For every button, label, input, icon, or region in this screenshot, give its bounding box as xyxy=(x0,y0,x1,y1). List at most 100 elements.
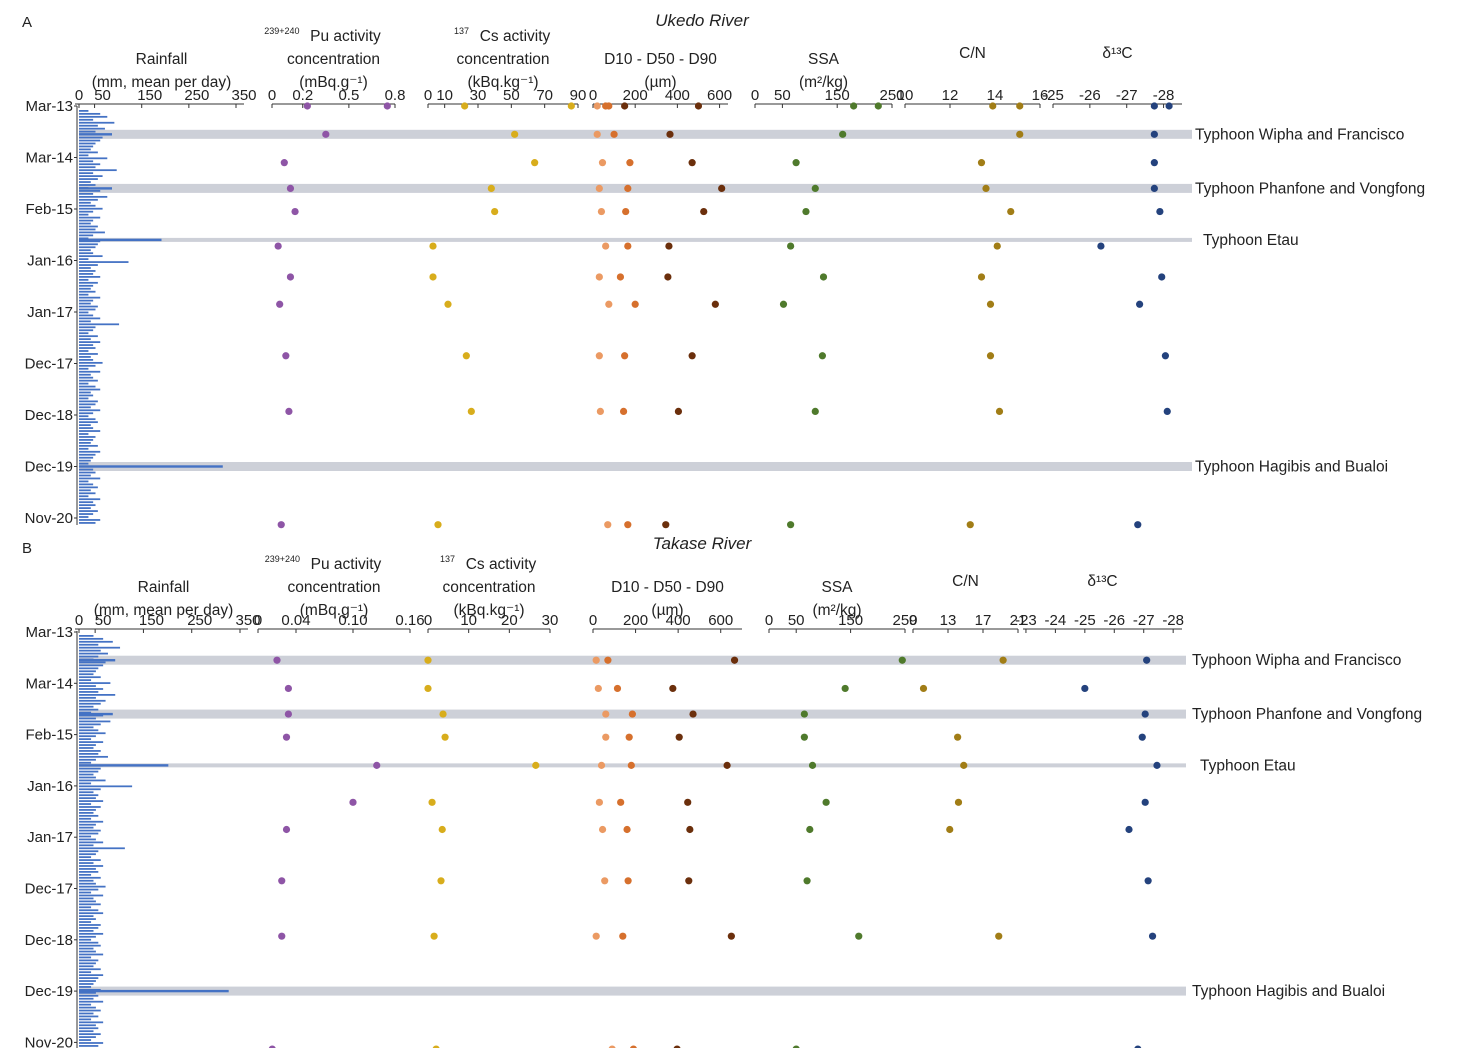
data-point-ssa xyxy=(787,521,795,529)
date-label: Jan-17 xyxy=(27,304,73,321)
rain-bar xyxy=(79,635,94,637)
data-point-pu xyxy=(286,184,295,192)
data-point-cn xyxy=(989,102,997,110)
rain-bar xyxy=(79,489,91,492)
data-point-d xyxy=(594,684,602,693)
rain-bar xyxy=(79,1018,92,1021)
rain-bar xyxy=(79,317,101,320)
data-point-pu xyxy=(322,130,330,138)
tick-label: 0.8 xyxy=(385,87,406,104)
rain-bar xyxy=(79,370,101,373)
rain-bar xyxy=(79,418,96,421)
data-point-cs xyxy=(531,159,539,167)
rain-bar xyxy=(79,361,103,364)
rain-bar xyxy=(79,305,98,308)
rain-bar xyxy=(79,670,96,673)
data-point-d xyxy=(602,710,610,718)
data-point-d xyxy=(613,684,622,693)
rain-bar xyxy=(79,897,94,900)
rain-bar xyxy=(79,160,94,163)
data-point-d xyxy=(595,798,603,806)
data-point-pu xyxy=(383,102,391,110)
rain-bar xyxy=(79,950,96,953)
rain-bar xyxy=(79,640,113,643)
rain-bar xyxy=(79,921,92,923)
data-point-ssa xyxy=(855,932,863,940)
data-point-pu xyxy=(286,273,295,281)
column-header: Cs activity xyxy=(466,556,537,573)
data-point-d xyxy=(684,798,692,806)
river-title: Takase River xyxy=(653,534,753,553)
rain-bar xyxy=(79,986,92,988)
rain-bar xyxy=(79,853,96,856)
rain-bar xyxy=(79,918,96,920)
data-point-d xyxy=(686,825,694,834)
rain-bar xyxy=(79,968,101,971)
date-label: Dec-18 xyxy=(25,932,73,949)
data-point-cn xyxy=(1016,130,1024,138)
data-point-ssa xyxy=(811,184,819,192)
rain-bar xyxy=(79,794,99,797)
data-point-cs xyxy=(461,102,469,110)
rain-bar xyxy=(79,397,89,400)
rain-bar xyxy=(79,835,92,838)
rain-bar xyxy=(79,1042,104,1044)
rain-bar xyxy=(79,685,96,687)
rain-bar xyxy=(79,1024,96,1027)
rain-bar xyxy=(79,163,101,166)
data-point-pu xyxy=(276,300,284,308)
data-point-ssa xyxy=(787,242,795,250)
column-header: SSA xyxy=(821,579,853,596)
data-point-cn xyxy=(982,184,990,192)
rain-bar xyxy=(79,311,89,314)
data-point-d xyxy=(718,184,726,192)
rain-bar xyxy=(79,136,103,139)
data-point-d13c xyxy=(1163,407,1171,415)
rain-bar xyxy=(79,894,104,897)
rain-bar xyxy=(79,308,96,311)
rain-bar xyxy=(79,412,94,415)
rain-bar xyxy=(79,302,91,305)
column-header: δ¹³C xyxy=(1087,573,1117,590)
column-header: Pu activity xyxy=(311,556,382,573)
tick-label: -28 xyxy=(1162,612,1184,629)
data-point-d xyxy=(617,798,625,806)
panel-a: A Ukedo River Typhoon Wipha and Francisco T… xyxy=(22,11,1425,529)
rain-bar xyxy=(79,712,113,716)
panel-letter: A xyxy=(22,14,32,31)
tick-label: 0 xyxy=(268,87,276,104)
rain-bar xyxy=(79,284,94,287)
rain-bar xyxy=(79,974,104,977)
rain-bar xyxy=(79,953,104,956)
rain-bar xyxy=(79,829,101,832)
data-point-d13c xyxy=(1138,733,1146,741)
data-point-d xyxy=(593,102,601,110)
column-header: C/N xyxy=(959,45,986,62)
data-point-cs xyxy=(428,798,436,806)
data-point-ssa xyxy=(819,273,828,281)
rain-bar xyxy=(79,237,89,240)
rain-bar xyxy=(79,720,111,723)
data-point-cs xyxy=(441,733,449,741)
data-point-pu xyxy=(280,159,288,167)
tick-label: 150 xyxy=(825,87,850,104)
rain-bar xyxy=(79,708,99,711)
tick-label: 0.5 xyxy=(338,87,359,104)
data-point-pu xyxy=(282,733,291,741)
data-point-cs xyxy=(437,877,445,885)
rain-bar xyxy=(79,338,91,341)
rain-bar xyxy=(79,462,89,465)
data-point-cs xyxy=(434,521,442,529)
rain-bar xyxy=(79,326,96,329)
rain-bar xyxy=(79,492,96,495)
rain-bar xyxy=(79,971,92,974)
data-point-d xyxy=(666,130,674,138)
rain-bar xyxy=(79,130,96,133)
data-point-ssa xyxy=(839,130,847,138)
tick-label: 0 xyxy=(254,612,262,629)
tick-label: -25 xyxy=(1042,87,1064,104)
tick-label: -25 xyxy=(1074,612,1096,629)
tick-label: 0.16 xyxy=(395,612,424,629)
typhoon-band xyxy=(79,462,1192,471)
data-point-d xyxy=(685,877,693,885)
